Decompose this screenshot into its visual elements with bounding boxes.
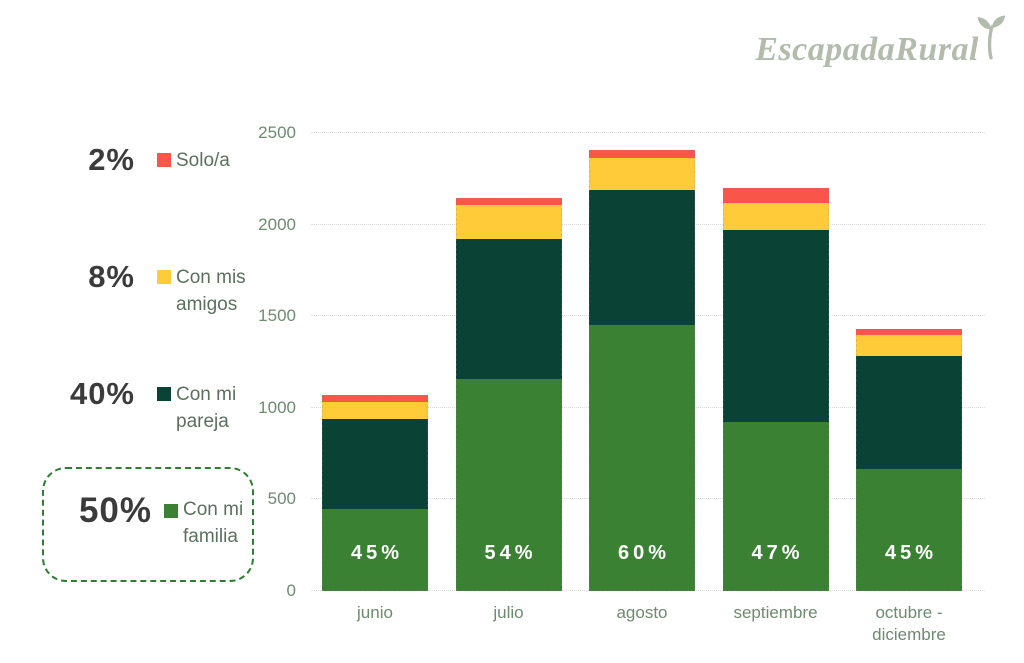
bar-septiembre: 47% — [722, 188, 829, 591]
legend-percent-solo: 2% — [88, 142, 135, 177]
legend-item-pareja: 40% Con mi pareja — [40, 376, 271, 435]
y-axis-tick-label: 2000 — [258, 214, 296, 234]
stacked-bar-chart: 0 500 1000 1500 2000 2500 45% junio 54% julio 60% a… — [258, 123, 985, 644]
bar-segment-solo-a — [322, 395, 428, 403]
x-axis-label: septiembre — [733, 603, 818, 622]
bar-segment-con-mi-familia — [589, 325, 695, 591]
x-axis-label: agosto — [616, 603, 668, 622]
bar-segment-con-mi-familia — [856, 469, 962, 591]
bar-segment-con-mis-amigos — [856, 335, 962, 356]
legend-swatch-pareja-icon — [157, 387, 171, 401]
x-axis-label: julio — [493, 603, 524, 622]
bar-segment-con-mis-amigos — [589, 157, 695, 190]
bar-segment-con-mi-pareja — [322, 418, 428, 509]
y-axis-tick-label: 1500 — [258, 306, 296, 326]
bar-segment-con-mi-familia — [322, 508, 428, 591]
bar-percent-label: 45% — [350, 542, 404, 564]
bar-segment-con-mis-amigos — [322, 402, 428, 419]
sprout-icon — [976, 11, 1006, 68]
legend-item-solo: 2% Solo/a — [40, 142, 271, 178]
y-axis-tick-label: 2500 — [258, 123, 296, 142]
y-axis-tick-label: 0 — [286, 581, 296, 600]
bar-segment-con-mis-amigos — [455, 205, 562, 240]
bar-segment-solo-a — [856, 329, 962, 336]
bar-junio: 45% — [322, 395, 428, 591]
bar-segment-solo-a — [589, 150, 695, 158]
legend-percent-pareja: 40% — [69, 376, 135, 411]
y-axis-tick-label: 1000 — [258, 397, 296, 417]
bar-percent-label: 54% — [484, 542, 537, 564]
bar-octubre-diciembre: 45% — [856, 329, 962, 591]
legend-percent-familia: 50% — [78, 491, 152, 530]
brand-logo: EscapadaRural — [755, 15, 1006, 70]
bar-percent-label: 45% — [884, 542, 938, 564]
legend-label-familia: Con mi familia — [183, 499, 244, 547]
legend-swatch-amigos-icon — [157, 270, 171, 284]
x-axis-label: octubre - diciembre — [872, 603, 946, 644]
legend-item-familia: 50% Con mi familia — [44, 469, 252, 550]
bar-segment-solo-a — [722, 188, 829, 203]
bar-segment-con-mi-pareja — [589, 189, 695, 326]
legend-swatch-familia-icon — [164, 504, 178, 518]
legend-label-solo: Solo/a — [176, 150, 230, 171]
bar-julio: 54% — [455, 198, 562, 591]
bar-segment-solo-a — [455, 198, 562, 206]
bar-segment-con-mis-amigos — [722, 202, 829, 231]
legend-swatch-solo-icon — [157, 153, 171, 167]
legend-label-pareja: Con mi pareja — [176, 384, 237, 432]
bar-percent-label: 60% — [617, 542, 671, 564]
gridline — [311, 132, 985, 133]
x-axis-label: junio — [357, 603, 393, 622]
bar-segment-con-mi-familia — [722, 421, 829, 591]
bar-percent-label: 47% — [751, 542, 804, 564]
legend-item-amigos: 8% Con mis amigos — [40, 259, 271, 318]
bar-segment-con-mi-pareja — [722, 230, 829, 422]
brand-logo-text: EscapadaRural — [755, 31, 979, 68]
legend-label-amigos: Con mis amigos — [176, 267, 246, 315]
bar-segment-con-mi-familia — [455, 378, 562, 591]
y-axis-tick-label: 500 — [267, 489, 296, 509]
bar-agosto: 60% — [589, 150, 695, 591]
bar-segment-con-mi-pareja — [455, 239, 562, 379]
legend-highlight-box: 50% Con mi familia — [42, 467, 254, 582]
legend-percent-amigos: 8% — [88, 259, 135, 294]
bar-segment-con-mi-pareja — [856, 355, 962, 470]
